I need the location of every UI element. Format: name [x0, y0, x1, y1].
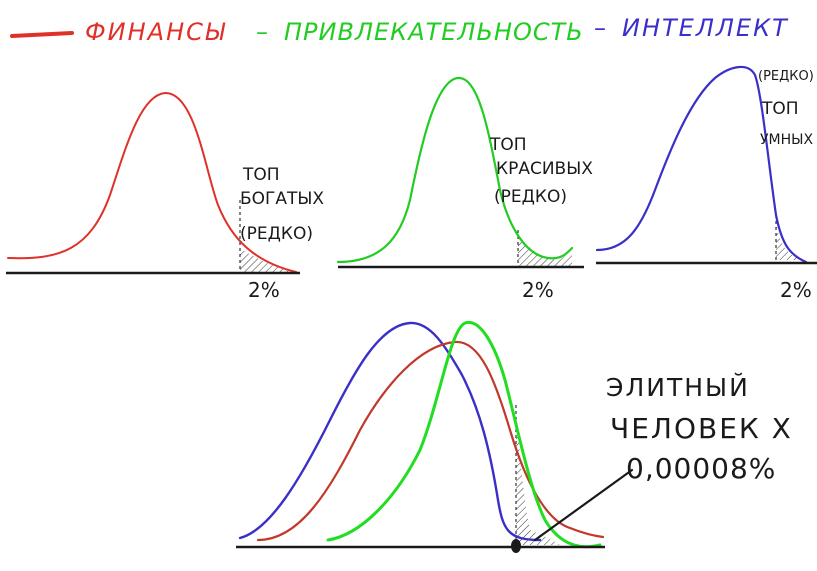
beauty-label-line-3: (РЕДКО): [494, 187, 567, 207]
beauty-tail-hatch: [518, 235, 572, 266]
combined-pointer-arrow: [533, 468, 634, 542]
panel-combined: ЭЛИТНЫЙ ЧЕЛОВЕК Х 0,00008%: [236, 320, 793, 553]
rich-tail-hatch: [240, 248, 296, 272]
combined-attract-curve: [326, 320, 602, 549]
rich-percent: 2%: [248, 278, 280, 302]
smart-curve: [595, 65, 808, 264]
legend-finance-swatch: [10, 31, 74, 38]
rich-label-line-3: (РЕДКО): [240, 224, 313, 244]
legend-sep-2: –: [594, 14, 606, 42]
legend-intel-label: ИНТЕЛЛЕКТ: [622, 14, 789, 42]
smart-percent: 2%: [780, 278, 812, 302]
panel-rich: ТОП БОГАТЫХ (РЕДКО) 2%: [6, 91, 324, 302]
rich-label-line-1: ТОП: [242, 165, 280, 185]
smart-label-line-1: (РЕДКО): [758, 69, 814, 84]
legend-attract-label: ПРИВЛЕКАТЕЛЬНОСТЬ: [284, 18, 584, 46]
beauty-label-line-1: ТОП: [489, 135, 527, 155]
rich-label-line-2: БОГАТЫХ: [240, 189, 324, 209]
smart-label-line-2: ТОП: [761, 99, 799, 119]
panel-beauty: ТОП КРАСИВЫХ (РЕДКО) 2%: [336, 76, 593, 302]
combined-finance-curve: [256, 340, 605, 542]
combined-label-line-2: ЧЕЛОВЕК Х: [610, 412, 793, 445]
legend: ФИНАНСЫ – ПРИВЛЕКАТЕЛЬНОСТЬ – ИНТЕЛЛЕКТ: [10, 14, 789, 46]
elite-person-marker: [511, 539, 521, 553]
combined-intel-curve: [238, 321, 542, 542]
beauty-label-line-2: КРАСИВЫХ: [496, 159, 593, 179]
rich-curve: [7, 91, 297, 273]
combined-label-line-3: 0,00008%: [626, 452, 776, 485]
beauty-percent: 2%: [522, 278, 554, 302]
beauty-curve: [336, 76, 574, 264]
legend-finance-label: ФИНАНСЫ: [85, 18, 227, 46]
combined-intersection-hatch: [516, 410, 560, 545]
combined-label-line-1: ЭЛИТНЫЙ: [606, 373, 750, 402]
legend-sep-1: –: [256, 18, 268, 46]
smart-label-line-3: УМНЫХ: [760, 132, 813, 148]
panel-smart: (РЕДКО) ТОП УМНЫХ 2%: [595, 65, 817, 302]
smart-tail-hatch: [776, 220, 802, 260]
